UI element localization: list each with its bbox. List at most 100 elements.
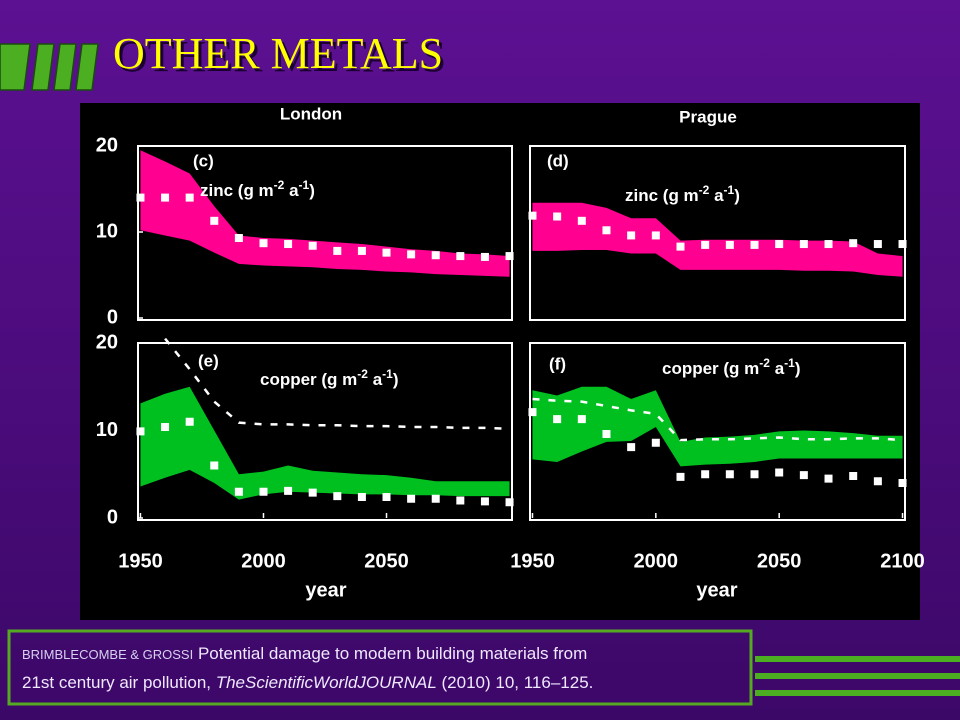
panel-label: (e) [198, 351, 219, 370]
marker [651, 438, 660, 447]
citation: BRIMBLECOMBE & GROSSI Potential damage t… [22, 640, 742, 697]
marker [407, 494, 416, 503]
x-tick-label: 2050 [757, 550, 802, 572]
marker [873, 477, 882, 486]
superscript: -2 [357, 367, 368, 381]
citation-box [7, 629, 753, 706]
marker [357, 246, 366, 255]
marker [824, 474, 833, 483]
marker [676, 472, 685, 481]
marker [407, 250, 416, 259]
marker [528, 211, 537, 220]
marker [136, 193, 145, 202]
marker [431, 251, 440, 260]
annotation-part: a [770, 359, 785, 378]
superscript: -2 [759, 356, 770, 370]
marker [873, 240, 882, 249]
x-axis-label: year [305, 579, 346, 601]
superscript: -2 [274, 178, 285, 192]
marker [284, 240, 293, 249]
logo [0, 43, 99, 91]
marker [333, 246, 342, 255]
marker [627, 231, 636, 240]
citation-line: 21st century air pollution, TheScientifi… [22, 669, 742, 697]
marker [456, 252, 465, 261]
marker [849, 239, 858, 248]
marker [750, 240, 759, 249]
marker [725, 470, 734, 479]
panel-label: (c) [193, 151, 214, 170]
marker [308, 488, 317, 497]
marker [357, 493, 366, 501]
marker [824, 240, 833, 249]
chart-panel [80, 103, 920, 620]
y-tick-label: 20 [96, 134, 118, 156]
superscript: -1 [382, 367, 393, 381]
marker [480, 252, 489, 261]
marker [775, 240, 784, 249]
annotation: copper (g m-2 a-1) [662, 356, 801, 378]
citation-text: Potential damage to modern building mate… [197, 644, 588, 663]
marker [234, 487, 243, 496]
marker [602, 226, 611, 235]
band [140, 150, 510, 277]
plot-frame [529, 145, 906, 321]
annotation-part: a [284, 181, 299, 200]
panel-label: (f) [549, 354, 566, 373]
marker [849, 472, 858, 480]
marker [234, 234, 243, 243]
plot-frame [137, 145, 513, 321]
annotation-part: ) [393, 370, 399, 389]
marker [725, 240, 734, 249]
slide-title: OTHER METALS [113, 29, 443, 78]
panel-title: Prague [679, 107, 737, 126]
marker [898, 479, 907, 487]
marker [259, 239, 268, 248]
annotation-part: a [368, 370, 383, 389]
journal: TheScientificWorldJOURNAL [215, 673, 437, 692]
annotation-part: ) [309, 181, 315, 200]
marker [627, 443, 636, 452]
marker [505, 252, 514, 261]
marker [210, 461, 219, 470]
annotation-part: ) [795, 359, 801, 378]
annotation-part: a [709, 186, 724, 205]
marker [602, 430, 611, 438]
marker [382, 248, 391, 257]
annotation: copper (g m-2 a-1) [260, 367, 399, 389]
x-tick-label: 1950 [118, 550, 163, 572]
x-tick-label: 2050 [364, 550, 409, 572]
y-tick-label: 10 [96, 419, 118, 441]
marker [750, 470, 759, 479]
marker [799, 240, 808, 249]
marker [505, 498, 514, 507]
plot-frame [137, 342, 513, 521]
marker [480, 497, 489, 506]
panel-title: London [280, 104, 342, 123]
x-axis-label: year [696, 579, 737, 601]
marker [528, 408, 537, 417]
y-tick-label: 10 [96, 220, 118, 242]
marker [701, 470, 710, 479]
citation-text: 21st century air pollution, [22, 673, 216, 692]
annotation-part: copper (g m [662, 359, 759, 378]
y-tick-label: 20 [96, 331, 118, 353]
marker [185, 417, 194, 426]
marker [799, 471, 808, 480]
band [140, 386, 510, 500]
x-tick-label: 2100 [880, 550, 925, 572]
marker [553, 212, 562, 221]
line [164, 337, 510, 430]
superscript: -1 [724, 183, 735, 197]
marker [259, 487, 268, 496]
citation-line: BRIMBLECOMBE & GROSSI Potential damage t… [22, 640, 742, 669]
marker [185, 193, 194, 202]
annotation: zinc (g m-2 a-1) [200, 178, 315, 200]
authors: BRIMBLECOMBE & GROSSI [22, 647, 194, 662]
band [532, 386, 903, 467]
marker [775, 468, 784, 477]
marker [308, 241, 317, 250]
annotation-part: copper (g m [260, 370, 357, 389]
